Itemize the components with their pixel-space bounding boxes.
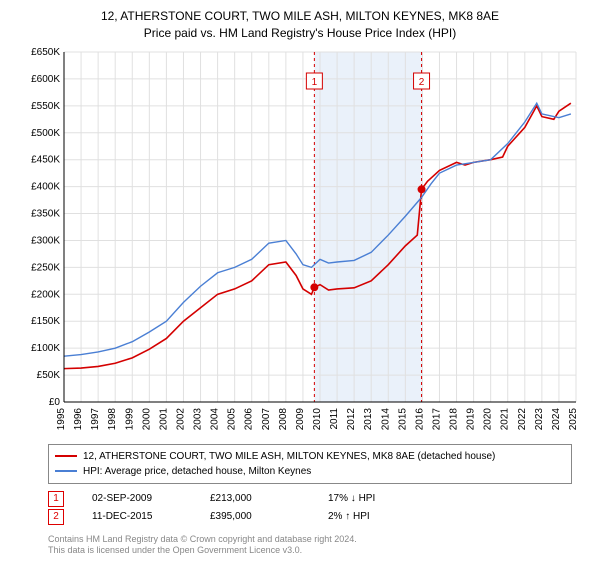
sale-price: £213,000 <box>210 490 300 508</box>
svg-text:2015: 2015 <box>397 407 408 430</box>
svg-text:2011: 2011 <box>329 407 340 429</box>
svg-text:2007: 2007 <box>261 407 272 430</box>
footnote: Contains HM Land Registry data © Crown c… <box>48 534 572 557</box>
svg-text:£350K: £350K <box>31 208 60 219</box>
svg-text:2016: 2016 <box>414 407 425 430</box>
svg-text:2022: 2022 <box>517 407 528 430</box>
svg-text:2025: 2025 <box>568 407 579 430</box>
sale-date: 02-SEP-2009 <box>92 490 182 508</box>
svg-text:2020: 2020 <box>483 407 494 430</box>
svg-text:2019: 2019 <box>466 407 477 430</box>
svg-text:2014: 2014 <box>380 407 391 430</box>
price-chart: £0 £50K £100K £150K £200K £250K £300K £350K £400… <box>20 48 580 438</box>
footnote-line: This data is licensed under the Open Gov… <box>48 545 572 557</box>
svg-text:2024: 2024 <box>551 407 562 430</box>
svg-text:2: 2 <box>419 77 425 88</box>
svg-text:£600K: £600K <box>31 74 60 85</box>
svg-text:£200K: £200K <box>31 289 60 300</box>
title-line-1: 12, ATHERSTONE COURT, TWO MILE ASH, MILT… <box>8 8 592 25</box>
svg-text:2000: 2000 <box>141 407 152 430</box>
footnote-line: Contains HM Land Registry data © Crown c… <box>48 534 572 546</box>
sale-date: 11-DEC-2015 <box>92 508 182 526</box>
svg-text:2002: 2002 <box>175 407 186 430</box>
legend-item: 12, ATHERSTONE COURT, TWO MILE ASH, MILT… <box>55 449 565 464</box>
sale-marker-badge: 2 <box>48 509 64 525</box>
legend-label: HPI: Average price, detached house, Milt… <box>83 464 311 479</box>
svg-text:2009: 2009 <box>295 407 306 430</box>
svg-text:1998: 1998 <box>107 407 118 430</box>
legend-swatch-property <box>55 455 77 457</box>
svg-text:£650K: £650K <box>31 48 60 58</box>
title-line-2: Price paid vs. HM Land Registry's House … <box>8 25 592 42</box>
table-row: 1 02-SEP-2009 £213,000 17% ↓ HPI <box>48 490 572 508</box>
svg-text:2003: 2003 <box>193 407 204 430</box>
svg-text:2001: 2001 <box>158 407 169 430</box>
svg-text:£450K: £450K <box>31 154 60 165</box>
legend-item: HPI: Average price, detached house, Milt… <box>55 464 565 479</box>
svg-text:1: 1 <box>312 77 318 88</box>
svg-text:£150K: £150K <box>31 316 60 327</box>
svg-text:2013: 2013 <box>363 407 374 430</box>
svg-text:1995: 1995 <box>56 407 67 430</box>
svg-text:1996: 1996 <box>73 407 84 430</box>
legend-swatch-hpi <box>55 470 77 472</box>
svg-text:£550K: £550K <box>31 100 60 111</box>
svg-text:£250K: £250K <box>31 262 60 273</box>
chart-title-block: 12, ATHERSTONE COURT, TWO MILE ASH, MILT… <box>8 8 592 42</box>
svg-text:2008: 2008 <box>278 407 289 430</box>
sales-table: 1 02-SEP-2009 £213,000 17% ↓ HPI 2 11-DE… <box>48 490 572 526</box>
svg-text:£100K: £100K <box>31 343 60 354</box>
svg-text:1997: 1997 <box>90 407 101 430</box>
svg-text:2017: 2017 <box>431 407 442 430</box>
svg-text:2005: 2005 <box>227 407 238 430</box>
svg-text:2018: 2018 <box>449 407 460 430</box>
svg-text:£400K: £400K <box>31 181 60 192</box>
svg-text:2004: 2004 <box>210 407 221 430</box>
svg-text:£0: £0 <box>49 397 61 408</box>
svg-text:2010: 2010 <box>312 407 323 430</box>
svg-text:2012: 2012 <box>346 407 357 430</box>
svg-text:2006: 2006 <box>244 407 255 430</box>
table-row: 2 11-DEC-2015 £395,000 2% ↑ HPI <box>48 508 572 526</box>
svg-text:£500K: £500K <box>31 127 60 138</box>
chart-svg: £0 £50K £100K £150K £200K £250K £300K £350K £400… <box>20 48 580 438</box>
svg-text:2023: 2023 <box>534 407 545 430</box>
sale-price: £395,000 <box>210 508 300 526</box>
sale-marker-badge: 1 <box>48 491 64 507</box>
legend: 12, ATHERSTONE COURT, TWO MILE ASH, MILT… <box>48 444 572 484</box>
svg-text:£50K: £50K <box>37 370 61 381</box>
svg-text:1999: 1999 <box>124 407 135 430</box>
legend-label: 12, ATHERSTONE COURT, TWO MILE ASH, MILT… <box>83 449 495 464</box>
svg-text:£300K: £300K <box>31 235 60 246</box>
svg-text:2021: 2021 <box>500 407 511 430</box>
sale-delta: 2% ↑ HPI <box>328 508 418 526</box>
sale-delta: 17% ↓ HPI <box>328 490 418 508</box>
